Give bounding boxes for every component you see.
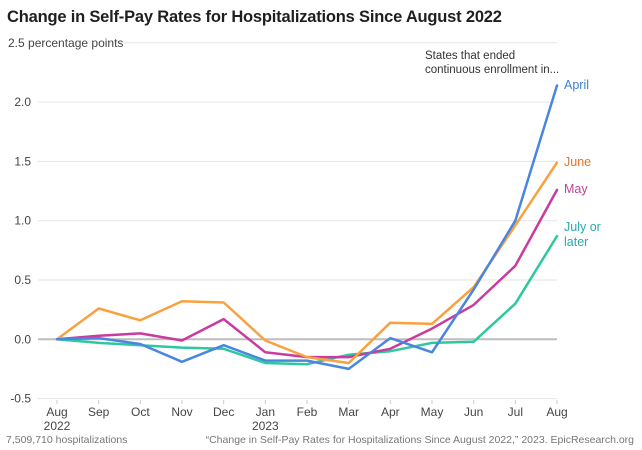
x-tick-label: Apr: [381, 405, 400, 419]
x-tick-year-label: 2022: [44, 419, 71, 433]
x-tick-label: Mar: [338, 405, 359, 419]
y-axis-ticks: -0.5 0.0 0.5 1.0 1.5 2.0 2.5 percentage points: [8, 36, 123, 406]
series-line-april: [55, 84, 559, 371]
y-tick-label: 1.0: [14, 214, 31, 228]
footer-count: 7,509,710 hospitalizations: [6, 434, 127, 446]
series-label-july-or-later: July or: [564, 220, 601, 234]
y-tick-label: 2.0: [14, 95, 31, 109]
x-tick-label: Jan: [256, 405, 275, 419]
x-tick-label: Oct: [131, 405, 150, 419]
annotation-line-2: continuous enrollment in...: [425, 64, 559, 76]
x-tick-label: May: [421, 405, 444, 419]
x-tick-label: Feb: [297, 405, 318, 419]
x-tick-year-label: 2023: [252, 419, 279, 433]
x-tick-label: Dec: [213, 405, 234, 419]
gridlines: [38, 42, 557, 400]
x-tick-label: Jul: [508, 405, 523, 419]
x-tick-label: Nov: [171, 405, 192, 419]
y-tick-label: 1.5: [14, 154, 31, 168]
series-label-june: June: [564, 155, 591, 169]
x-tick-label: Aug: [546, 405, 567, 419]
footer-citation: “Change in Self-Pay Rates for Hospitaliz…: [206, 434, 635, 446]
x-tick-label: Jun: [464, 405, 483, 419]
y-tick-label: 0.5: [14, 273, 31, 287]
annotation-line-1: States that ended: [425, 50, 515, 62]
series-label-may: May: [564, 182, 588, 196]
series-label-july-or-later: later: [564, 235, 588, 249]
series-lines: [55, 84, 559, 371]
chart-title: Change in Self-Pay Rates for Hospitaliza…: [7, 8, 502, 26]
y-tick-label: 0.0: [14, 332, 31, 346]
y-tick-label: -0.5: [10, 392, 31, 406]
x-tick-label: Aug: [46, 405, 67, 419]
series-line-july-or-later: [55, 234, 559, 366]
series-label-april: April: [564, 78, 589, 92]
y-tick-label: 2.5 percentage points: [8, 36, 123, 50]
x-tick-label: Sep: [88, 405, 110, 419]
